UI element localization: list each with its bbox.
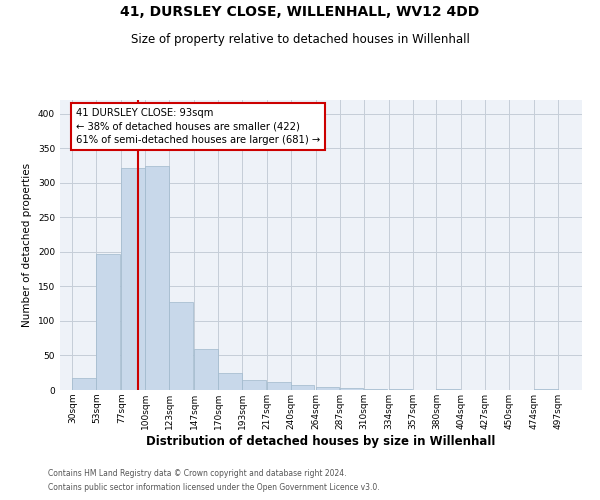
Text: Size of property relative to detached houses in Willenhall: Size of property relative to detached ho… xyxy=(131,32,469,46)
Y-axis label: Number of detached properties: Number of detached properties xyxy=(22,163,32,327)
Bar xyxy=(73,378,96,390)
Bar xyxy=(97,254,120,390)
Text: Distribution of detached houses by size in Willenhall: Distribution of detached houses by size … xyxy=(146,435,496,448)
Bar xyxy=(242,380,266,390)
Bar xyxy=(194,348,218,390)
Text: Contains HM Land Registry data © Crown copyright and database right 2024.: Contains HM Land Registry data © Crown c… xyxy=(48,468,347,477)
Text: 41 DURSLEY CLOSE: 93sqm
← 38% of detached houses are smaller (422)
61% of semi-d: 41 DURSLEY CLOSE: 93sqm ← 38% of detache… xyxy=(76,108,320,144)
Bar xyxy=(169,302,193,390)
Bar xyxy=(145,166,169,390)
Bar xyxy=(340,388,364,390)
Bar xyxy=(218,372,242,390)
Bar xyxy=(267,382,290,390)
Bar xyxy=(291,385,314,390)
Text: Contains public sector information licensed under the Open Government Licence v3: Contains public sector information licen… xyxy=(48,484,380,492)
Bar xyxy=(316,387,340,390)
Text: 41, DURSLEY CLOSE, WILLENHALL, WV12 4DD: 41, DURSLEY CLOSE, WILLENHALL, WV12 4DD xyxy=(121,5,479,19)
Bar xyxy=(121,168,145,390)
